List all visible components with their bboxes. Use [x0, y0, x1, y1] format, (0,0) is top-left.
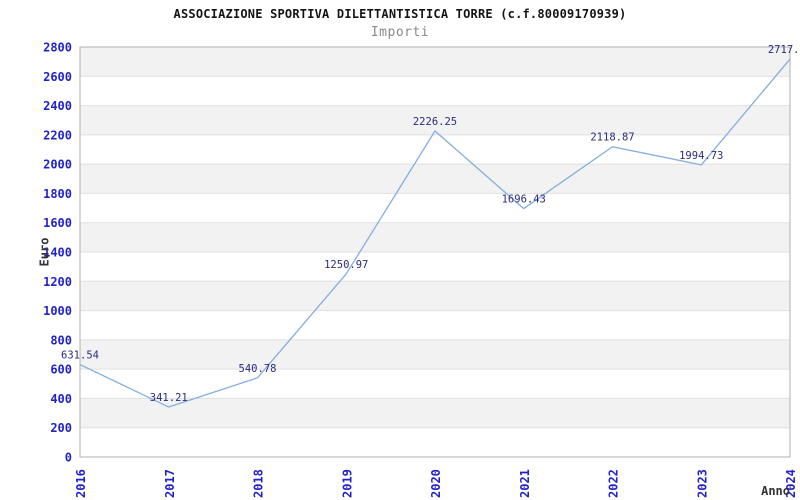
- y-tick-label: 400: [50, 392, 72, 406]
- plot-band: [80, 164, 790, 194]
- y-tick-label: 800: [50, 333, 72, 347]
- data-point-label: 341.21: [150, 392, 188, 404]
- chart-title: ASSOCIAZIONE SPORTIVA DILETTANTISTICA TO…: [173, 7, 627, 21]
- y-tick-label: 2000: [43, 158, 72, 172]
- plot-band: [80, 47, 790, 77]
- y-tick-label: 1400: [43, 246, 72, 260]
- x-tick-label: 2019: [340, 469, 354, 498]
- y-tick-label: 1200: [43, 275, 72, 289]
- x-axis-title: Anno: [761, 484, 790, 498]
- data-point-label: 1250.97: [324, 259, 368, 271]
- plot-band: [80, 222, 790, 252]
- y-tick-label: 2600: [43, 70, 72, 84]
- data-point-label: 2118.87: [590, 132, 634, 144]
- y-tick-label: 600: [50, 363, 72, 377]
- y-tick-label: 1800: [43, 187, 72, 201]
- y-tick-label: 1000: [43, 304, 72, 318]
- data-series-line: [79, 58, 791, 408]
- plot-band: [80, 339, 790, 370]
- chart-subtitle: Importi: [370, 25, 430, 40]
- y-tick-label: 0: [65, 451, 72, 465]
- x-tick-label: 2016: [74, 469, 88, 498]
- x-tick-label: 2022: [607, 469, 621, 498]
- plot-band: [80, 398, 790, 428]
- plot-band: [80, 281, 790, 311]
- data-point-label: 1994.73: [679, 150, 723, 162]
- y-tick-label: 1600: [43, 216, 72, 230]
- data-point-label: 2226.25: [413, 116, 457, 128]
- x-tick-label: 2021: [518, 469, 532, 498]
- plot-band: [80, 105, 790, 135]
- y-tick-label: 200: [50, 421, 72, 435]
- x-tick-label: 2023: [695, 469, 709, 498]
- x-tick-label: 2018: [252, 469, 266, 498]
- data-point-label: 631.54: [61, 350, 99, 362]
- data-point-label: 1696.43: [502, 194, 546, 206]
- x-tick-label: 2020: [429, 469, 443, 498]
- x-tick-label: 2017: [163, 469, 177, 498]
- x-tick-label: 2024: [784, 469, 798, 498]
- y-tick-label: 2400: [43, 99, 72, 113]
- y-tick-label: 2200: [43, 128, 72, 142]
- data-point-label: 2717.84: [768, 44, 800, 56]
- y-axis-title: Euro: [37, 237, 52, 267]
- plot-frame: [79, 46, 791, 458]
- data-point-label: 540.78: [239, 363, 277, 375]
- y-tick-label: 2800: [43, 41, 72, 55]
